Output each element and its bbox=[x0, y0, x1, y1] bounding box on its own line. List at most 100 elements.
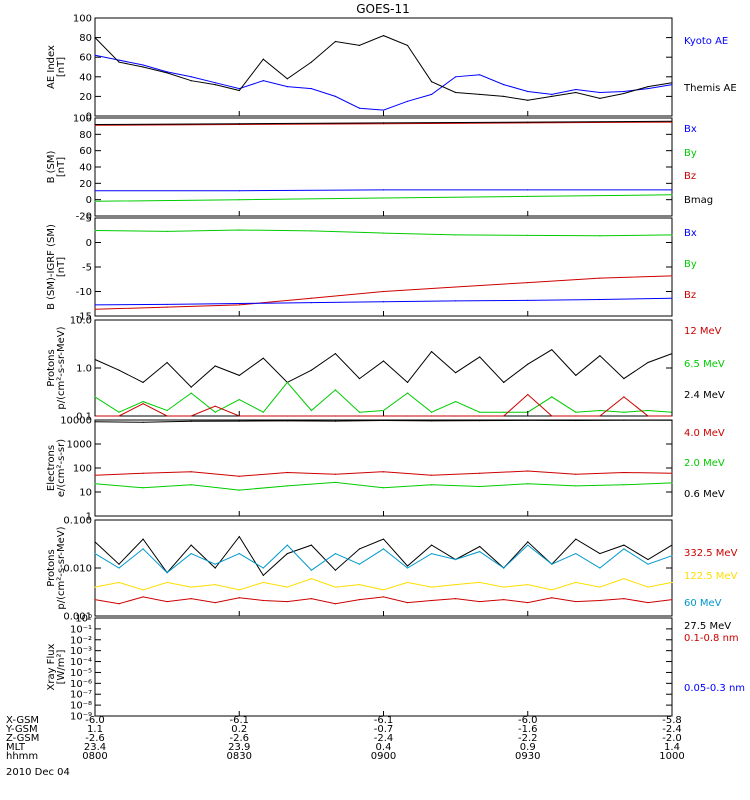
x-tick-label: -6.1 bbox=[229, 715, 249, 726]
data-point bbox=[551, 589, 553, 591]
y-tick-label: 10⁻³ bbox=[70, 646, 92, 657]
data-point bbox=[142, 538, 144, 540]
data-point bbox=[575, 473, 577, 475]
data-point bbox=[527, 419, 529, 422]
data-point bbox=[551, 563, 553, 565]
data-point bbox=[479, 415, 481, 417]
data-point bbox=[118, 603, 120, 605]
series-line-122-5-mev bbox=[94, 578, 673, 591]
data-point bbox=[575, 374, 577, 377]
data-point bbox=[310, 544, 312, 546]
data-point bbox=[527, 470, 529, 472]
y-tick-label: -10 bbox=[76, 287, 92, 298]
data-point bbox=[190, 386, 192, 388]
x-tick-label: 0.4 bbox=[376, 742, 392, 753]
y-tick-label: 1.0 bbox=[76, 364, 92, 375]
data-point bbox=[166, 572, 168, 574]
data-point bbox=[310, 61, 312, 63]
data-point bbox=[190, 471, 192, 473]
legend-entry: Bz bbox=[684, 171, 696, 182]
data-point bbox=[262, 567, 264, 569]
data-point bbox=[142, 403, 144, 405]
data-point bbox=[430, 484, 433, 486]
y-axis-label: Electrons bbox=[46, 445, 57, 491]
data-point bbox=[647, 586, 649, 588]
data-point bbox=[286, 86, 288, 88]
data-point bbox=[406, 44, 409, 47]
data-point bbox=[575, 411, 577, 413]
data-point bbox=[238, 302, 240, 305]
data-point bbox=[358, 584, 361, 586]
data-point bbox=[262, 411, 264, 413]
data-point bbox=[430, 81, 433, 83]
panel-electrons: 10000 1000 100 10 1 Electrons e/(cm²-s-sr) 4.0 … bbox=[46, 416, 725, 523]
data-point bbox=[623, 378, 625, 380]
data-point bbox=[671, 297, 673, 299]
data-point bbox=[358, 415, 361, 417]
legend-entry: 12 MeV bbox=[684, 326, 722, 337]
data-point bbox=[214, 84, 216, 86]
data-point bbox=[575, 419, 577, 422]
x-tick-label: -2.6 bbox=[229, 733, 249, 744]
data-point bbox=[382, 471, 385, 473]
data-point bbox=[214, 365, 216, 367]
data-point bbox=[358, 598, 361, 601]
panel-frame bbox=[94, 117, 673, 217]
data-point bbox=[430, 415, 433, 417]
data-point bbox=[118, 415, 120, 417]
data-point bbox=[94, 474, 96, 476]
y-axis-label: [nT] bbox=[56, 157, 67, 177]
data-point bbox=[647, 87, 649, 90]
x-row-label: Y-GSM bbox=[5, 724, 38, 735]
x-tick-label: 0830 bbox=[227, 751, 252, 762]
x-row-label: MLT bbox=[6, 742, 26, 753]
data-point bbox=[503, 567, 505, 569]
data-point bbox=[166, 361, 168, 364]
data-point bbox=[599, 97, 601, 99]
y-tick-label: 10⁻⁸ bbox=[70, 701, 92, 712]
series-line-2-0-mev bbox=[94, 481, 673, 491]
y-tick-label: 10⁻⁵ bbox=[70, 668, 92, 679]
y-axis-label: [W/m²] bbox=[56, 649, 67, 684]
data-point bbox=[310, 87, 312, 90]
data-point bbox=[430, 411, 433, 413]
legend-entry: By bbox=[684, 148, 697, 159]
y-tick-label: 10⁻⁴ bbox=[70, 657, 92, 668]
x-tick-label: 0.2 bbox=[231, 724, 247, 735]
data-point bbox=[503, 411, 505, 413]
data-point bbox=[334, 420, 337, 422]
y-tick-label: 60 bbox=[79, 146, 92, 157]
data-point bbox=[238, 475, 240, 477]
data-point bbox=[623, 548, 625, 550]
x-tick-label: -2.4 bbox=[662, 724, 682, 735]
data-point bbox=[647, 86, 649, 88]
data-point bbox=[382, 189, 385, 191]
data-point bbox=[310, 230, 312, 232]
data-point bbox=[455, 584, 457, 586]
data-point bbox=[455, 234, 457, 236]
data-point bbox=[623, 419, 625, 421]
legend-entry: Kyoto AE bbox=[684, 36, 728, 47]
data-point bbox=[527, 584, 529, 586]
data-point bbox=[599, 91, 601, 94]
y-tick-label: 0 bbox=[86, 238, 92, 249]
data-point bbox=[262, 599, 264, 602]
data-point bbox=[286, 78, 288, 80]
data-point bbox=[647, 409, 649, 412]
data-point bbox=[166, 230, 168, 232]
y-axis-label: [nT] bbox=[56, 57, 67, 77]
data-point bbox=[551, 349, 553, 351]
x-tick-label: 1.1 bbox=[87, 724, 103, 735]
y-tick-label: 10000 bbox=[60, 416, 92, 427]
data-point bbox=[190, 415, 192, 417]
y-tick-label: 1 bbox=[86, 512, 92, 523]
data-point bbox=[166, 306, 168, 308]
y-axis-label: AE Index bbox=[46, 45, 57, 89]
data-point bbox=[94, 483, 96, 485]
data-point bbox=[430, 586, 433, 588]
data-point bbox=[671, 472, 673, 474]
legend-entry: 332.5 MeV bbox=[684, 548, 738, 559]
data-point bbox=[190, 586, 192, 588]
data-point bbox=[286, 485, 288, 487]
x-row-label: hhmm bbox=[6, 751, 38, 762]
